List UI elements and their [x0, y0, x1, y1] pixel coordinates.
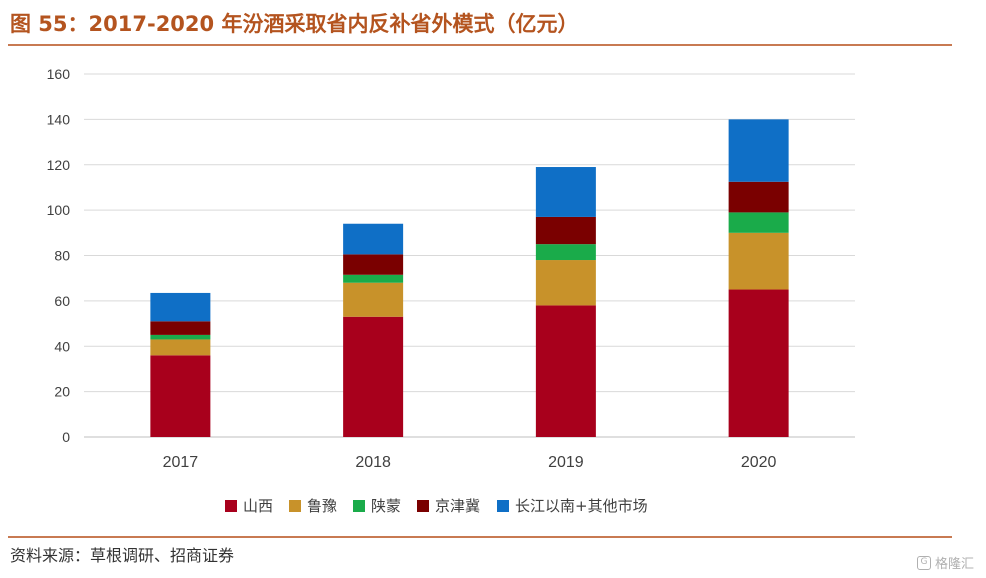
legend-label-2: 陕蒙 [371, 497, 401, 515]
bar-2020-series-3 [728, 181, 789, 213]
bar-2017-series-1 [150, 339, 211, 356]
legend-swatch-3 [417, 500, 429, 512]
legend-swatch-2 [353, 500, 365, 512]
bar-2017-series-2 [150, 334, 211, 340]
y-tick-label: 160 [47, 66, 71, 82]
bar-2020-series-1 [728, 232, 789, 290]
y-tick-label: 40 [54, 338, 70, 354]
y-tick-label: 20 [54, 384, 70, 400]
gridlines [84, 73, 855, 438]
bar-2018-series-2 [343, 274, 404, 283]
title-divider [8, 44, 952, 46]
bar-2019-series-0 [535, 305, 596, 437]
chart-title: 图 55：2017-2020 年汾酒采取省内反补省外模式（亿元） [10, 12, 579, 36]
bar-2019-series-4 [535, 167, 596, 217]
x-axis-ticks: 2017 2018 2019 2020 [163, 454, 777, 471]
bar-2019-series-3 [535, 216, 596, 245]
legend-swatch-4 [497, 500, 509, 512]
watermark-logo-icon: G [916, 555, 931, 570]
bar-2018-series-1 [343, 282, 404, 317]
bar-2017-series-4 [150, 292, 211, 322]
bar-2019-series-1 [535, 260, 596, 306]
legend-label-4: 长江以南+其他市场 [515, 497, 648, 515]
watermark: G 格隆汇 [916, 553, 974, 572]
bar-2019-series-2 [535, 244, 596, 261]
bar-2020-series-2 [728, 212, 789, 233]
legend-swatch-1 [289, 500, 301, 512]
bar-2017-series-3 [150, 321, 211, 335]
y-tick-label: 100 [47, 202, 71, 218]
legend-swatch-0 [225, 500, 237, 512]
y-tick-label: 120 [47, 157, 71, 173]
x-tick-label: 2017 [163, 454, 199, 471]
bar-2018-series-3 [343, 254, 404, 275]
bar-2018-series-0 [343, 316, 404, 437]
y-axis-ticks: 0 20 40 60 80 100 120 140 160 [47, 66, 71, 445]
bars [150, 119, 789, 437]
y-tick-label: 60 [54, 293, 70, 309]
legend: 山西 鲁豫 陕蒙 京津冀 长江以南+其他市场 [225, 497, 648, 515]
legend-label-0: 山西 [243, 497, 273, 515]
y-tick-label: 140 [47, 111, 71, 127]
source-note: 资料来源：草根调研、招商证券 [10, 546, 235, 565]
bar-2018-series-4 [343, 223, 404, 255]
y-tick-label: 80 [54, 248, 70, 264]
x-tick-label: 2019 [548, 454, 584, 471]
y-tick-label: 0 [62, 429, 70, 445]
source-divider [8, 536, 952, 538]
bar-2020-series-4 [728, 119, 789, 182]
legend-label-3: 京津冀 [435, 497, 480, 515]
legend-label-1: 鲁豫 [307, 497, 337, 515]
x-tick-label: 2020 [741, 454, 777, 471]
x-tick-label: 2018 [355, 454, 391, 471]
watermark-text: 格隆汇 [934, 557, 974, 572]
bar-2020-series-0 [728, 289, 789, 437]
bar-2017-series-0 [150, 355, 211, 437]
